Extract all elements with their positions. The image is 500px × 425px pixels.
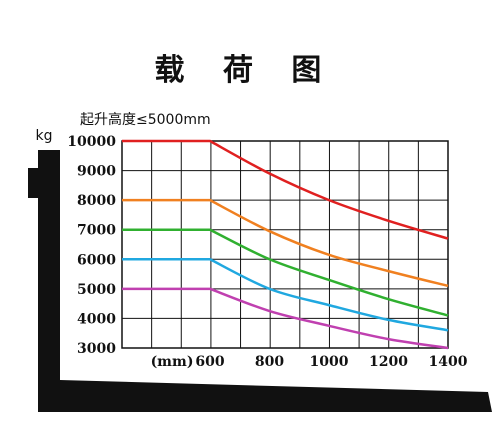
y-tick-label: 3000 bbox=[77, 341, 116, 357]
x-tick-label: 600 bbox=[195, 354, 224, 370]
series-line-3 bbox=[122, 228, 449, 317]
x-tick-label: 800 bbox=[255, 354, 284, 370]
x-tick-label: 1200 bbox=[369, 354, 408, 370]
x-tick-label: 1000 bbox=[310, 354, 349, 370]
chart-subtitle: 起升高度≤5000mm bbox=[80, 111, 211, 128]
series-line-2 bbox=[122, 198, 449, 288]
chart-title: 载 荷 图 bbox=[155, 53, 336, 88]
series-line-4 bbox=[122, 258, 449, 332]
series-line-1 bbox=[122, 139, 449, 240]
y-tick-label: 8000 bbox=[77, 193, 116, 209]
y-tick-label: 6000 bbox=[77, 252, 116, 268]
y-axis-unit-label: kg bbox=[36, 128, 53, 144]
fork-silhouette bbox=[8, 150, 492, 412]
chart-grid bbox=[121, 140, 449, 349]
series-group bbox=[122, 139, 449, 350]
y-tick-labels: 3000 4000 5000 6000 7000 8000 9000 10000 bbox=[67, 134, 116, 357]
y-tick-label: 4000 bbox=[77, 311, 116, 327]
y-tick-label: 5000 bbox=[77, 282, 116, 298]
x-tick-labels: 600 800 1000 1200 1400 bbox=[195, 354, 467, 370]
y-tick-label: 10000 bbox=[67, 134, 116, 150]
x-axis-unit-label: (mm) bbox=[151, 354, 194, 370]
y-tick-label: 9000 bbox=[77, 164, 116, 180]
plot-frame bbox=[121, 140, 449, 349]
series-line-5 bbox=[122, 287, 449, 350]
x-tick-label: 1400 bbox=[429, 354, 468, 370]
y-tick-label: 7000 bbox=[77, 223, 116, 239]
